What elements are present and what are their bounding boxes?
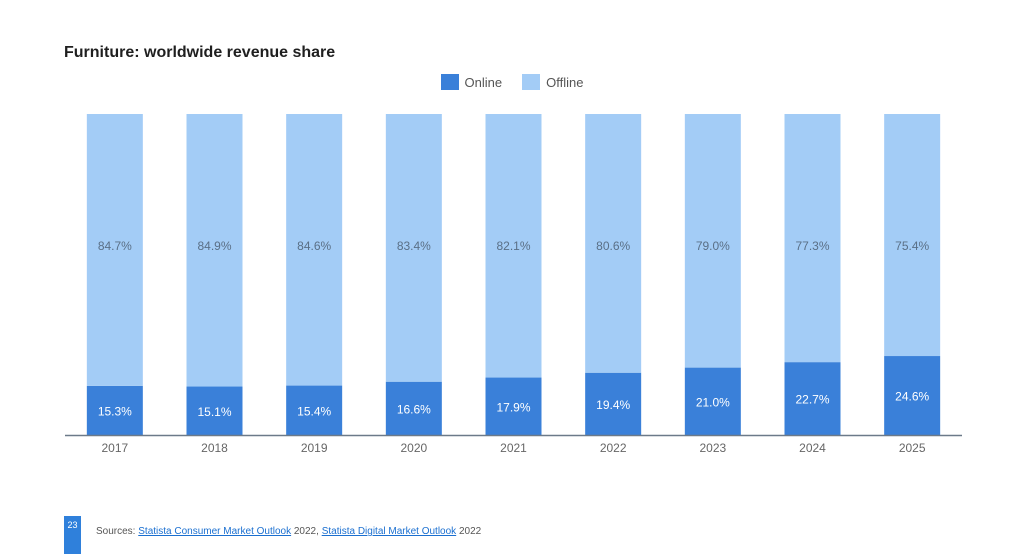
- sources-prefix: Sources:: [96, 526, 139, 537]
- data-label-offline-2017: 84.7%: [98, 239, 132, 253]
- x-tick-label-2021: 2021: [500, 441, 527, 455]
- data-label-online-2018: 15.1%: [197, 405, 231, 419]
- data-label-online-2019: 15.4%: [297, 404, 331, 418]
- source-year-2: 2022: [456, 526, 482, 537]
- data-label-online-2023: 21.0%: [696, 395, 730, 409]
- data-label-online-2020: 16.6%: [397, 402, 431, 416]
- legend-swatch-offline: [522, 74, 541, 90]
- bar-online-2019: [286, 385, 343, 435]
- legend-label-offline: Offline: [546, 74, 584, 90]
- legend-label-online: Online: [464, 74, 503, 90]
- source-link-digital-market-outlook[interactable]: Statista Digital Market Outlook: [321, 526, 457, 537]
- legend-swatch-online: [440, 74, 459, 90]
- bar-offline-2023: [684, 114, 741, 368]
- bar-online-2021: [485, 377, 542, 435]
- legend-item-offline: Offline: [522, 74, 583, 90]
- bar-online-2017: [86, 385, 143, 435]
- data-label-offline-2024: 77.3%: [795, 239, 829, 253]
- bar-offline-2025: [884, 114, 941, 357]
- bar-online-2020: [385, 381, 442, 435]
- bar-online-2022: [585, 372, 642, 435]
- x-tick-label-2025: 2025: [899, 441, 926, 455]
- bar-offline-2022: [585, 114, 642, 373]
- source-year-1: 2022,: [291, 526, 322, 537]
- data-label-offline-2022: 80.6%: [596, 239, 630, 253]
- legend-item-online: Online: [440, 74, 503, 90]
- x-tick-label-2022: 2022: [600, 441, 627, 455]
- data-label-online-2025: 24.6%: [895, 390, 929, 404]
- x-tick-label-2023: 2023: [699, 441, 726, 455]
- x-tick-label-2017: 2017: [101, 441, 128, 455]
- data-label-online-2021: 17.9%: [496, 400, 530, 414]
- data-label-offline-2025: 75.4%: [895, 239, 929, 253]
- page-number: 23: [64, 516, 81, 554]
- x-tick-label-2020: 2020: [400, 441, 427, 455]
- bar-offline-2024: [784, 114, 841, 363]
- data-label-offline-2019: 84.6%: [297, 239, 331, 253]
- sources-text: Sources: Statista Consumer Market Outloo…: [96, 526, 481, 537]
- data-label-offline-2021: 82.1%: [496, 239, 530, 253]
- bar-offline-2019: [286, 114, 343, 386]
- data-label-offline-2020: 83.4%: [397, 239, 431, 253]
- chart-title: Furniture: worldwide revenue share: [64, 44, 336, 61]
- bar-offline-2021: [485, 114, 542, 378]
- data-label-online-2017: 15.3%: [98, 404, 132, 418]
- x-tick-label-2018: 2018: [201, 441, 228, 455]
- bar-online-2024: [784, 362, 841, 435]
- x-tick-label-2019: 2019: [301, 441, 328, 455]
- data-label-online-2022: 19.4%: [596, 398, 630, 412]
- bar-offline-2017: [86, 114, 143, 386]
- footer: 23 Sources: Statista Consumer Market Out…: [64, 516, 964, 554]
- data-label-online-2024: 22.7%: [795, 393, 829, 407]
- bar-online-2025: [884, 356, 941, 435]
- data-label-offline-2018: 84.9%: [197, 239, 231, 253]
- bar-offline-2018: [186, 114, 243, 387]
- bar-online-2018: [186, 386, 243, 435]
- chart-legend: Online Offline: [0, 74, 1024, 90]
- data-label-offline-2023: 79.0%: [696, 239, 730, 253]
- source-link-consumer-market-outlook[interactable]: Statista Consumer Market Outlook: [138, 526, 292, 537]
- bar-online-2023: [684, 367, 741, 435]
- x-tick-label-2024: 2024: [799, 441, 826, 455]
- bar-offline-2020: [385, 114, 442, 382]
